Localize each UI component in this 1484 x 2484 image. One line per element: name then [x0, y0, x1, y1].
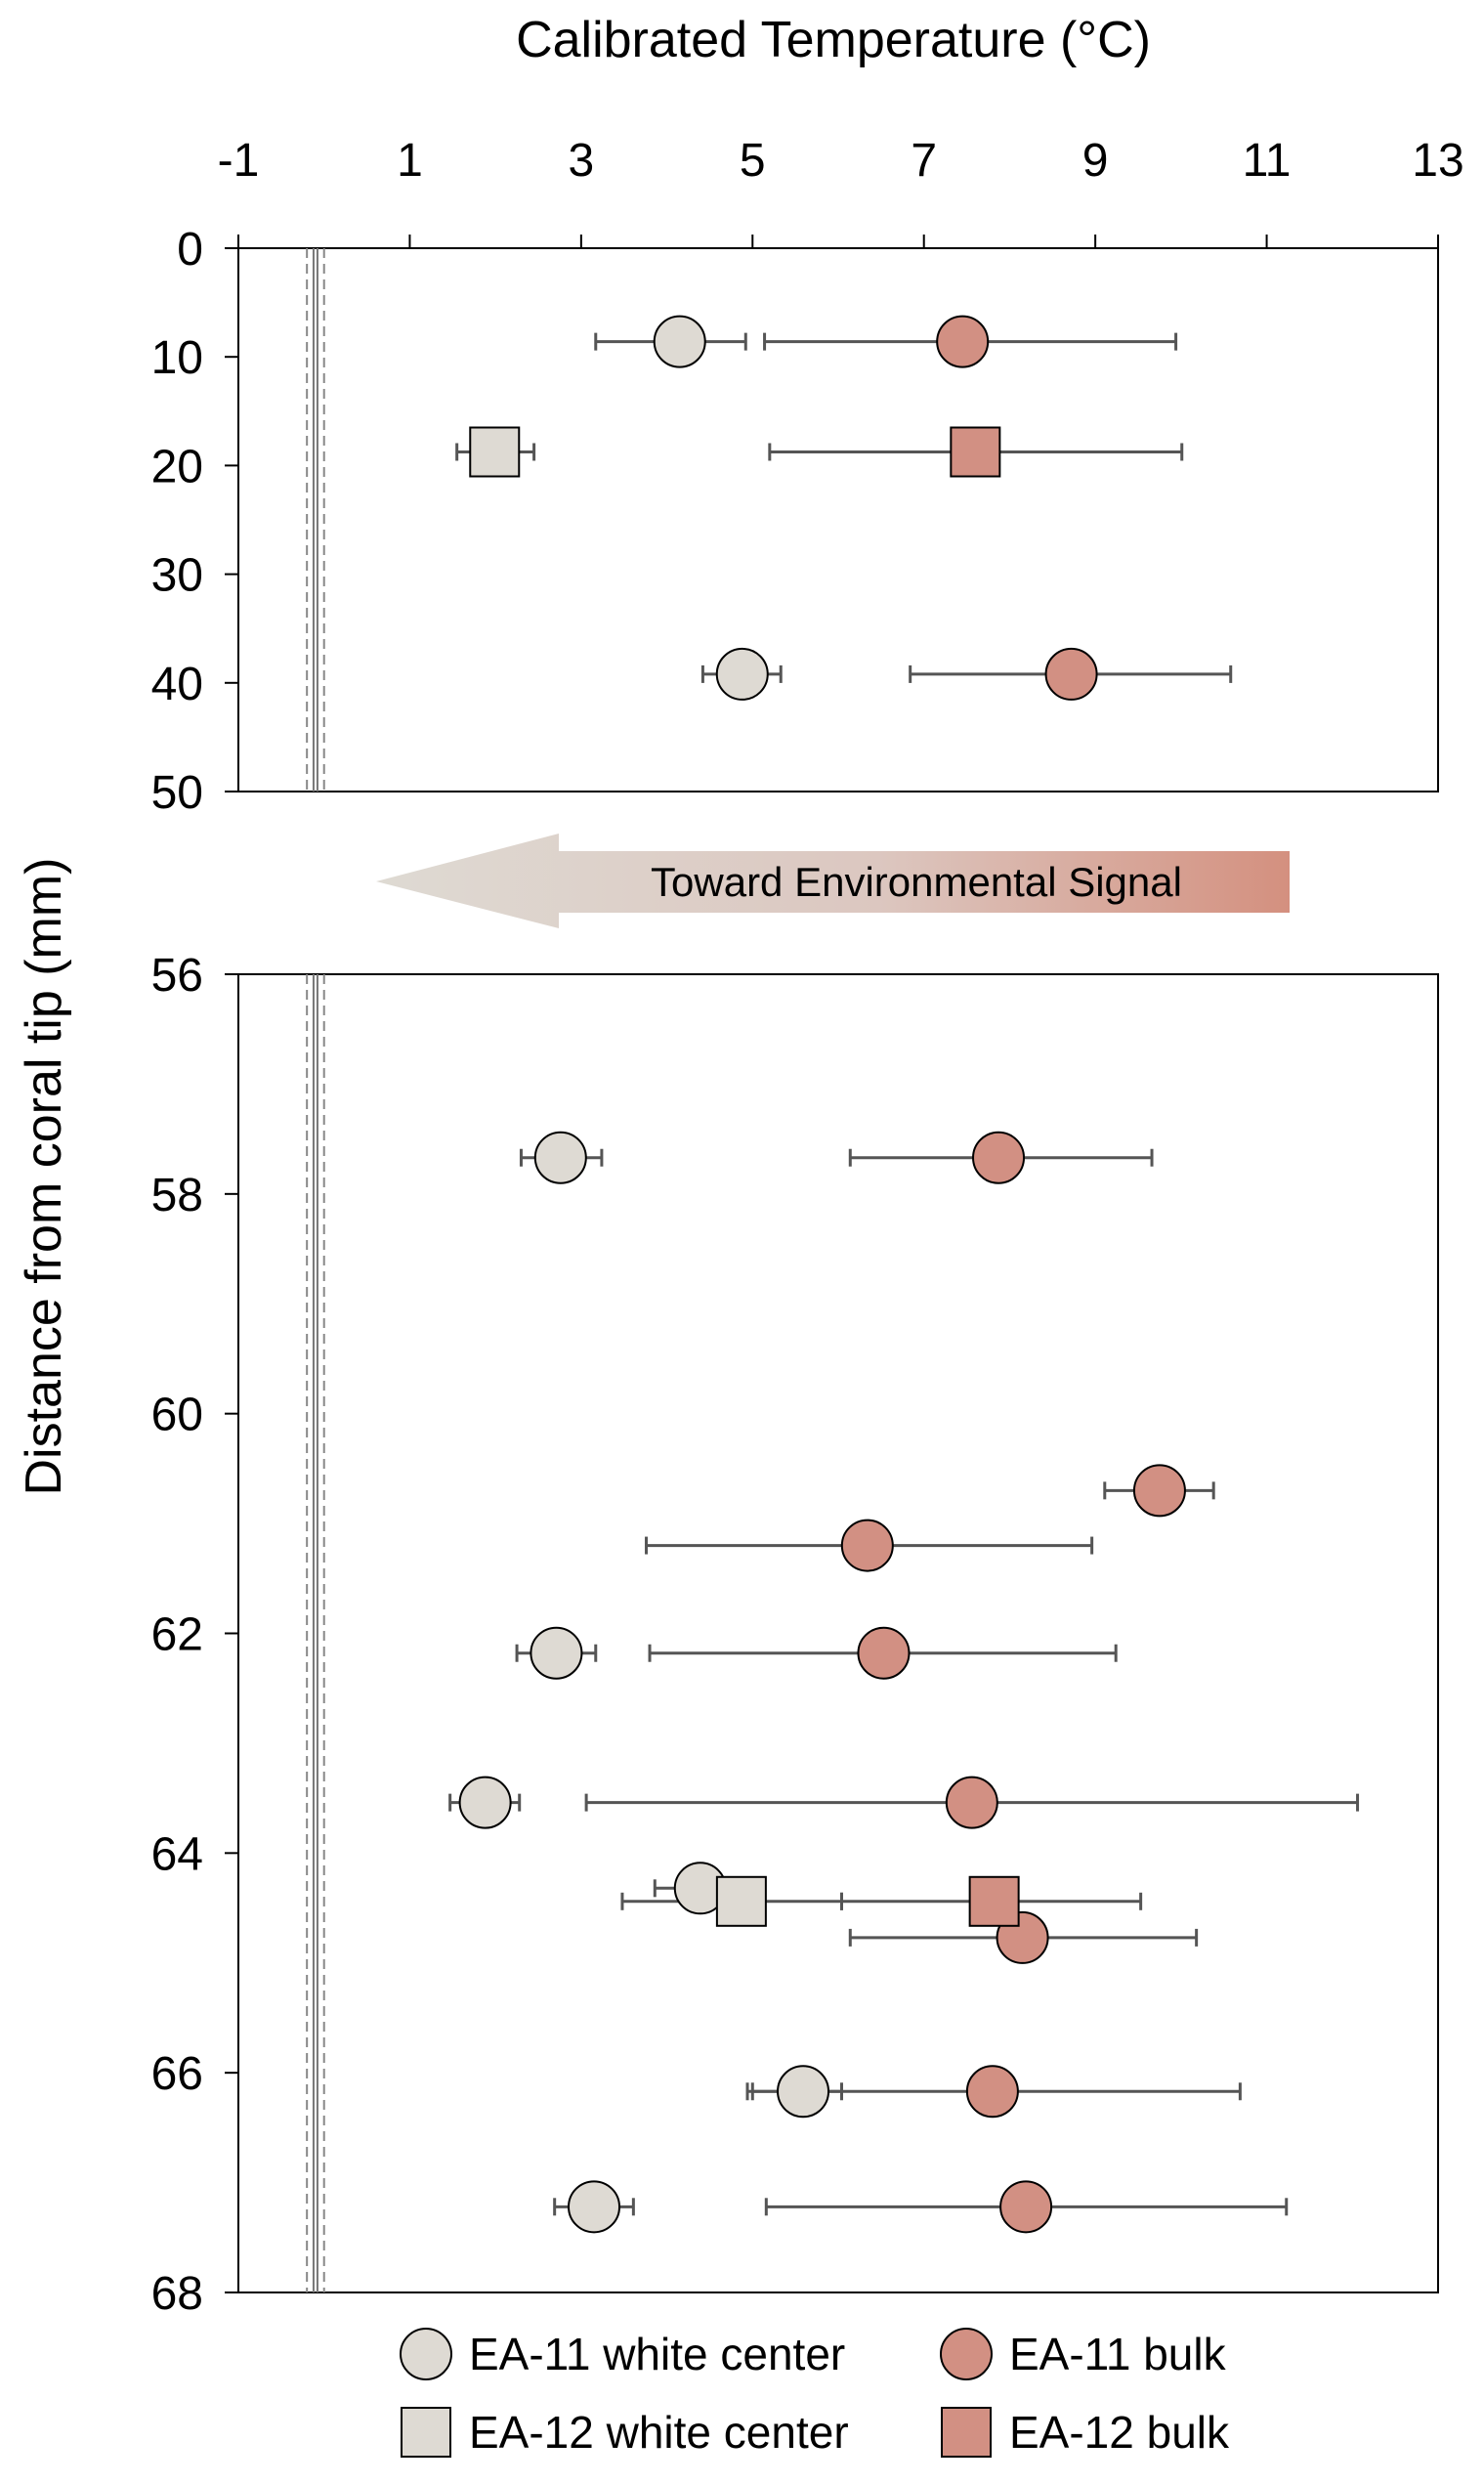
y-tick-label: 30 — [151, 550, 203, 602]
data-point — [936, 315, 990, 368]
x-tick-label: 1 — [397, 135, 423, 187]
x-tick-label: 9 — [1082, 135, 1109, 187]
legend-label: EA-12 white center — [469, 2407, 849, 2458]
data-point — [568, 2180, 621, 2234]
data-point — [1044, 647, 1098, 701]
arrow-label: Toward Environmental Signal — [651, 859, 1182, 905]
data-point — [972, 1131, 1026, 1184]
x-axis-title: Calibrated Temperature (°C) — [516, 12, 1151, 68]
data-point — [950, 426, 1001, 478]
panel-frame — [237, 247, 1439, 792]
y-tick-label: 56 — [151, 950, 203, 1002]
panel-frame — [237, 973, 1439, 2293]
y-tick-label: 62 — [151, 1609, 203, 1661]
data-point — [999, 2180, 1053, 2234]
legend: EA-11 white center EA-11 bulk EA-12 white … — [400, 2328, 1230, 2458]
data-point — [777, 2065, 830, 2119]
legend-marker — [940, 2328, 993, 2380]
y-tick-label: 66 — [151, 2048, 203, 2100]
data-point — [530, 1626, 583, 1680]
data-point — [458, 1776, 512, 1829]
y-tick-label: 40 — [151, 659, 203, 710]
legend-label: EA-11 bulk — [1009, 2329, 1227, 2379]
data-point — [715, 1875, 767, 1927]
y-axis-title: Distance from coral tip (mm) — [16, 858, 72, 1496]
legend-marker — [401, 2407, 451, 2458]
x-tick-label: 3 — [569, 135, 595, 187]
data-point — [945, 1776, 998, 1829]
direction-arrow: Toward Environmental Signal — [376, 834, 1290, 928]
legend-marker — [941, 2407, 992, 2458]
data-point — [857, 1626, 911, 1680]
data-point — [968, 1875, 1020, 1927]
y-tick-label: 50 — [151, 767, 203, 819]
legend-marker — [400, 2328, 452, 2380]
x-tick-label: -1 — [218, 135, 260, 187]
y-tick-label: 20 — [151, 441, 203, 493]
x-tick-label: 13 — [1412, 135, 1463, 187]
data-point — [533, 1131, 587, 1184]
legend-label: EA-12 bulk — [1009, 2407, 1230, 2458]
legend-label: EA-11 white center — [469, 2329, 845, 2379]
y-tick-label: 10 — [151, 332, 203, 384]
data-point — [469, 426, 521, 478]
data-point — [1132, 1464, 1186, 1518]
x-tick-label: 11 — [1243, 135, 1292, 187]
y-tick-label: 58 — [151, 1170, 203, 1221]
arrow-shape — [376, 834, 1290, 928]
y-tick-label: 64 — [151, 1828, 203, 1880]
x-tick-label: 5 — [740, 135, 766, 187]
y-tick-label: 68 — [151, 2268, 203, 2320]
data-point — [653, 315, 706, 368]
data-point — [715, 647, 769, 701]
data-point — [965, 2065, 1019, 2119]
y-tick-label: 60 — [151, 1390, 203, 1441]
y-tick-label: 0 — [177, 224, 203, 276]
data-point — [840, 1519, 894, 1572]
x-tick-label: 7 — [911, 135, 937, 187]
